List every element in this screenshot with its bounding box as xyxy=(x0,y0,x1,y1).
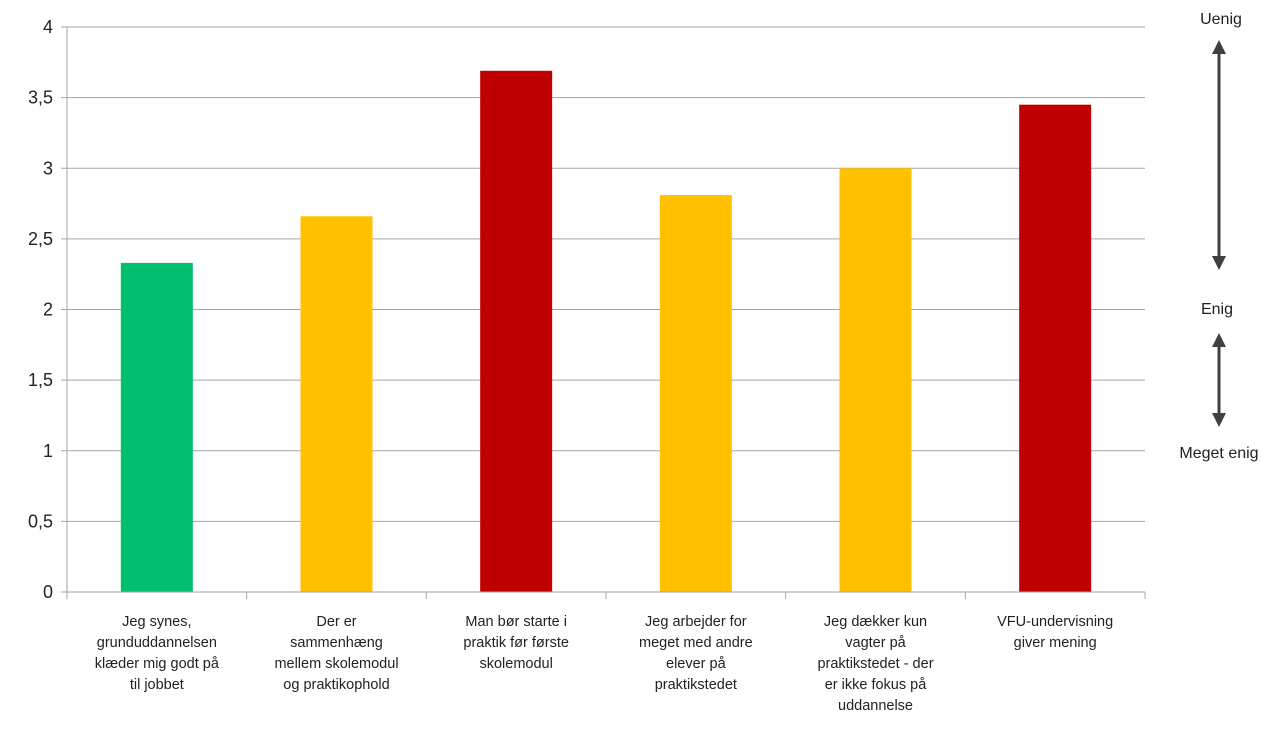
y-tick-label: 0,5 xyxy=(28,511,53,531)
category-label: VFU-undervisning giver mening xyxy=(997,614,1113,651)
bar xyxy=(120,262,193,592)
bars xyxy=(120,70,1092,593)
y-tick-label: 3,5 xyxy=(28,88,53,108)
scale-label-uenig: Uenig xyxy=(1200,11,1242,28)
x-axis xyxy=(66,27,1146,599)
bar xyxy=(659,195,732,592)
double-arrow-uenig-enig xyxy=(1212,40,1226,270)
y-tick-label: 3 xyxy=(43,158,53,178)
category-label: Jeg dækker kun vagter på praktikstedet - d… xyxy=(817,614,933,714)
category-label: Jeg synes, grunduddannelsen klæder mig god… xyxy=(95,614,220,693)
category-label: Jeg arbejder for meget med andre elever på… xyxy=(639,614,753,693)
bar xyxy=(480,70,553,593)
y-tick-label: 1,5 xyxy=(28,370,53,390)
gridlines xyxy=(67,26,1145,522)
double-arrow-enig-meget-enig xyxy=(1212,333,1226,427)
scale-label-enig: Enig xyxy=(1201,301,1233,318)
bar xyxy=(1019,104,1092,592)
category-labels: Jeg synes, grunduddannelsen klæder mig god… xyxy=(95,614,1113,714)
y-tick-label: 0 xyxy=(43,582,53,602)
y-tick-label: 2,5 xyxy=(28,229,53,249)
category-label: Der er sammenhæng mellem skolemodul og prak… xyxy=(274,614,398,693)
category-label: Man bør starte i praktik før første skolem… xyxy=(463,614,569,672)
y-axis-ticks: 0 0,5 1 1,5 2 2,5 3 3,5 4 xyxy=(28,17,67,602)
agreement-scale: Uenig Enig Meget enig xyxy=(1179,11,1258,462)
y-tick-label: 1 xyxy=(43,441,53,461)
scale-label-meget-enig: Meget enig xyxy=(1179,445,1258,462)
bar xyxy=(839,168,912,592)
y-tick-label: 2 xyxy=(43,300,53,320)
bar xyxy=(300,216,373,592)
y-tick-label: 4 xyxy=(43,17,53,37)
